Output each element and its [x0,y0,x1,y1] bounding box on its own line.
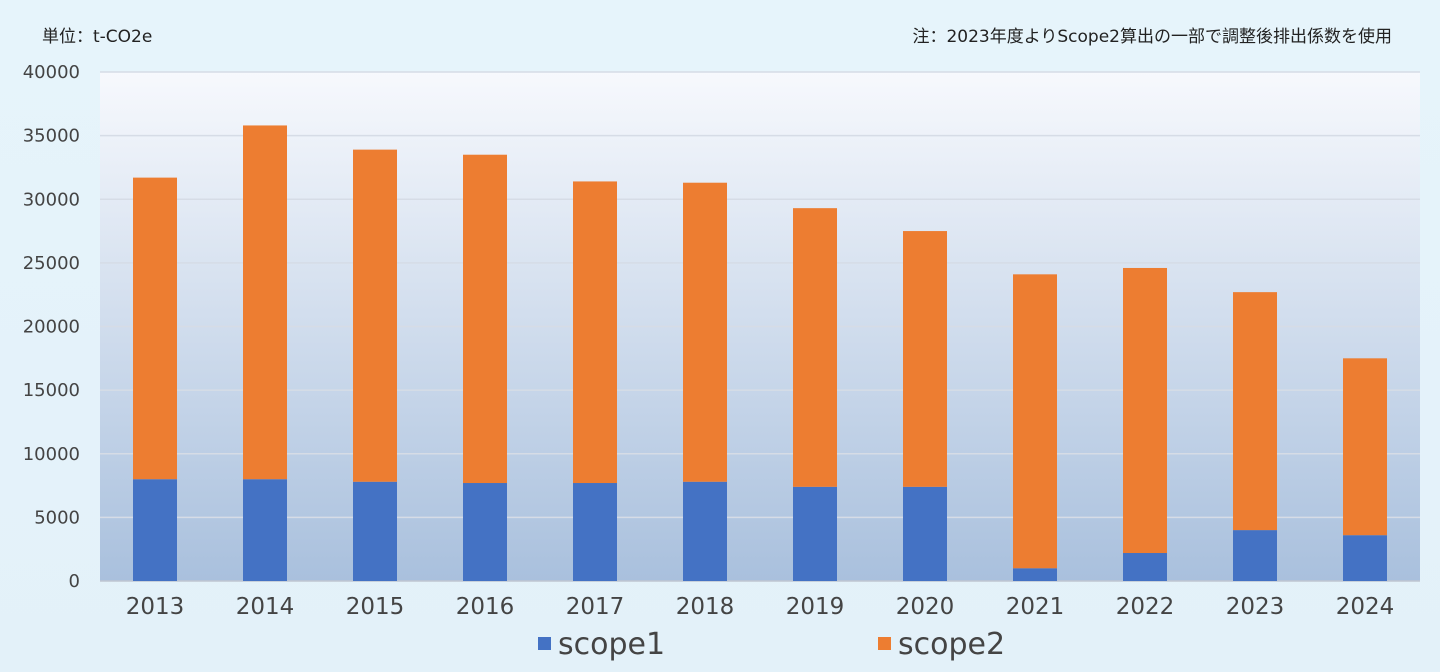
x-tick-label: 2020 [896,594,955,620]
bar-scope2-2015 [353,149,397,482]
bar-scope1-2014 [243,479,287,581]
y-tick-label: 10000 [23,444,80,465]
y-tick-label: 5000 [34,507,80,528]
x-axis-labels: 2013 2014 2015 2016 2017 2018 2019 2020 2021 2022… [126,594,1395,620]
y-tick-label: 25000 [23,253,80,274]
x-tick-label: 2023 [1226,594,1285,620]
legend: scope1 scope2 [538,627,1005,662]
x-tick-label: 2022 [1116,594,1175,620]
bar-scope2-2020 [903,231,947,487]
y-tick-label: 20000 [23,317,80,338]
y-tick-label: 30000 [23,189,80,210]
legend-label-scope1: scope1 [558,627,665,662]
y-tick-label: 15000 [23,380,80,401]
bar-scope1-2016 [463,483,507,581]
x-tick-label: 2018 [676,594,735,620]
bar-scope1-2019 [793,486,837,581]
note-label: 注：2023年度よりScope2算出の一部で調整後排出係数を使用 [912,26,1392,47]
y-tick-label: 35000 [23,126,80,147]
bar-scope1-2022 [1123,553,1167,581]
bar-scope2-2021 [1013,274,1057,569]
bar-scope1-2017 [573,483,617,581]
bar-scope2-2017 [573,181,617,484]
bar-scope2-2024 [1343,358,1387,536]
x-tick-label: 2024 [1336,594,1395,620]
bar-scope2-2023 [1233,292,1277,531]
legend-swatch-scope2 [878,637,891,650]
bar-scope1-2020 [903,486,947,581]
x-tick-label: 2016 [456,594,515,620]
x-tick-label: 2019 [786,594,845,620]
y-tick-label: 40000 [23,62,80,83]
unit-label: 単位：t-CO2e [42,27,152,47]
bar-scope1-2024 [1343,535,1387,581]
x-tick-label: 2014 [236,594,295,620]
legend-label-scope2: scope2 [898,627,1005,662]
y-tick-label: 0 [69,571,80,592]
gridlines [100,71,1420,582]
legend-swatch-scope1 [538,637,551,650]
bar-scope2-2013 [133,177,177,480]
y-axis-ticks: 0 5000 10000 15000 20000 25000 30000 35000 40000 [23,62,80,592]
bar-scope2-2022 [1123,267,1167,554]
x-tick-label: 2015 [346,594,405,620]
bar-scope2-2018 [683,182,727,482]
x-tick-label: 2021 [1006,594,1065,620]
x-tick-label: 2013 [126,594,185,620]
bar-scope1-2018 [683,481,727,581]
bar-scope2-2019 [793,208,837,487]
bar-scope2-2014 [243,125,287,480]
bar-scope1-2023 [1233,530,1277,581]
bar-scope1-2013 [133,479,177,581]
bar-scope2-2016 [463,154,507,484]
bars [133,125,1387,581]
x-tick-label: 2017 [566,594,625,620]
bar-scope1-2015 [353,481,397,581]
bar-scope1-2021 [1013,568,1057,581]
